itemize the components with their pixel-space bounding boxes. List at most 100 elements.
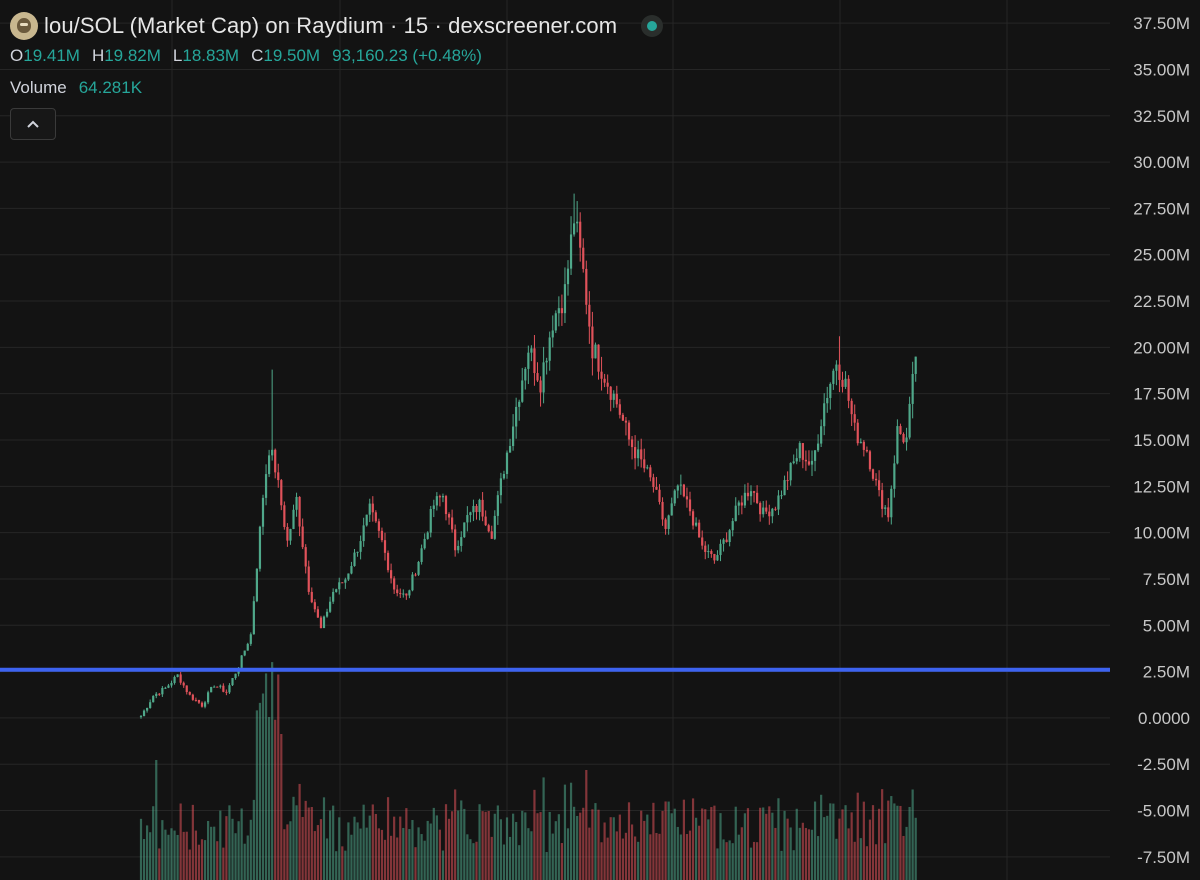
candle-body (713, 554, 716, 561)
volume-bar (515, 821, 518, 880)
volume-bar (768, 806, 771, 880)
volume-bar (673, 808, 676, 880)
volume-bar (167, 834, 170, 880)
candle-body (640, 449, 643, 460)
price-axis-tick-label: 37.50M (1133, 14, 1190, 33)
candle-body (679, 484, 682, 486)
volume-bar (844, 805, 847, 880)
volume-bar (304, 800, 307, 880)
volume-bar (551, 833, 554, 880)
price-axis[interactable]: 37.50M 35.00M 32.50M 30.00M 27.50M 25.00M 22.5… (1133, 14, 1190, 867)
candle-body (737, 502, 740, 506)
volume-bar (865, 846, 868, 880)
volume-bar (161, 820, 164, 880)
volume-bar (316, 825, 319, 880)
volume-bar (688, 830, 692, 880)
candle-body (469, 512, 472, 516)
candle-body (664, 519, 667, 529)
volume-bar (612, 817, 615, 880)
price-axis-tick-label: 25.00M (1133, 246, 1190, 265)
candle-body (252, 601, 255, 635)
volume-bar (691, 798, 695, 880)
candle-body (508, 446, 512, 453)
candle-body (695, 522, 698, 526)
candle-body (569, 234, 573, 269)
volume-bar (176, 834, 179, 880)
candle-body (304, 547, 307, 567)
candle-body (310, 591, 313, 603)
candle-body (673, 490, 676, 504)
candle-body (264, 474, 268, 498)
volume-bar (820, 794, 823, 880)
volume-bar (887, 800, 890, 880)
volume-bar (179, 803, 182, 880)
candle-body (155, 693, 158, 696)
candle-body (441, 496, 445, 498)
candle-body (338, 582, 341, 590)
candle-body (158, 693, 161, 695)
candle-body (838, 364, 841, 380)
price-candles (139, 193, 917, 719)
candle-body (182, 682, 185, 686)
volume-bar (597, 809, 600, 880)
candle-body (905, 437, 908, 443)
volume-bar (783, 810, 786, 880)
volume-bar (374, 813, 377, 880)
candle-body (249, 634, 252, 644)
candle-body (807, 461, 811, 465)
candle-body (551, 330, 554, 338)
volume-bar (695, 817, 698, 880)
volume-bar (637, 841, 640, 880)
candle-body (874, 478, 878, 481)
volume-bar (658, 833, 661, 880)
candle-body (179, 674, 182, 683)
volume-bar (301, 816, 304, 880)
candle-body (576, 221, 579, 224)
volume-bar (563, 784, 567, 880)
volume-bar (576, 815, 579, 880)
candle-body (365, 514, 368, 526)
candle-body (405, 593, 408, 596)
volume-bar (518, 845, 521, 880)
candle-body (688, 499, 692, 512)
volume-bar (261, 693, 265, 880)
candle-body (390, 570, 393, 579)
volume-bar (231, 818, 234, 880)
price-axis-tick-label: 30.00M (1133, 153, 1190, 172)
volume-bar (823, 817, 826, 880)
volume-bar (618, 814, 621, 880)
candle-body (582, 247, 585, 269)
volume-bar (325, 838, 329, 880)
candle-body (200, 702, 204, 707)
candle-body (527, 352, 530, 369)
price-axis-tick-label: -7.50M (1137, 848, 1190, 867)
candle-body (475, 505, 478, 513)
candle-body (280, 480, 283, 506)
candle-body (881, 490, 884, 509)
candle-body (268, 455, 271, 475)
volume-bar (868, 819, 872, 880)
candle-body (222, 685, 225, 692)
volume-bar (353, 816, 356, 880)
volume-bar (685, 834, 689, 880)
candle-body (429, 509, 432, 533)
candle-body (630, 439, 634, 448)
collapse-legend-button[interactable] (10, 108, 56, 140)
candle-body (740, 502, 743, 506)
volume-bar (502, 844, 506, 880)
candle-body (414, 574, 417, 576)
candle-body (313, 602, 316, 610)
volume-bar (411, 820, 414, 880)
volume-bar (429, 823, 432, 880)
candle-body (566, 268, 570, 285)
candle-body (377, 521, 380, 531)
candle-body (627, 422, 631, 440)
candle-body (335, 589, 338, 592)
candle-body (371, 503, 374, 513)
candle-body (637, 449, 640, 459)
price-axis-tick-label: 15.00M (1133, 431, 1190, 450)
volume-bar (661, 810, 664, 880)
volume-bar (390, 835, 393, 880)
candle-body (521, 380, 524, 402)
